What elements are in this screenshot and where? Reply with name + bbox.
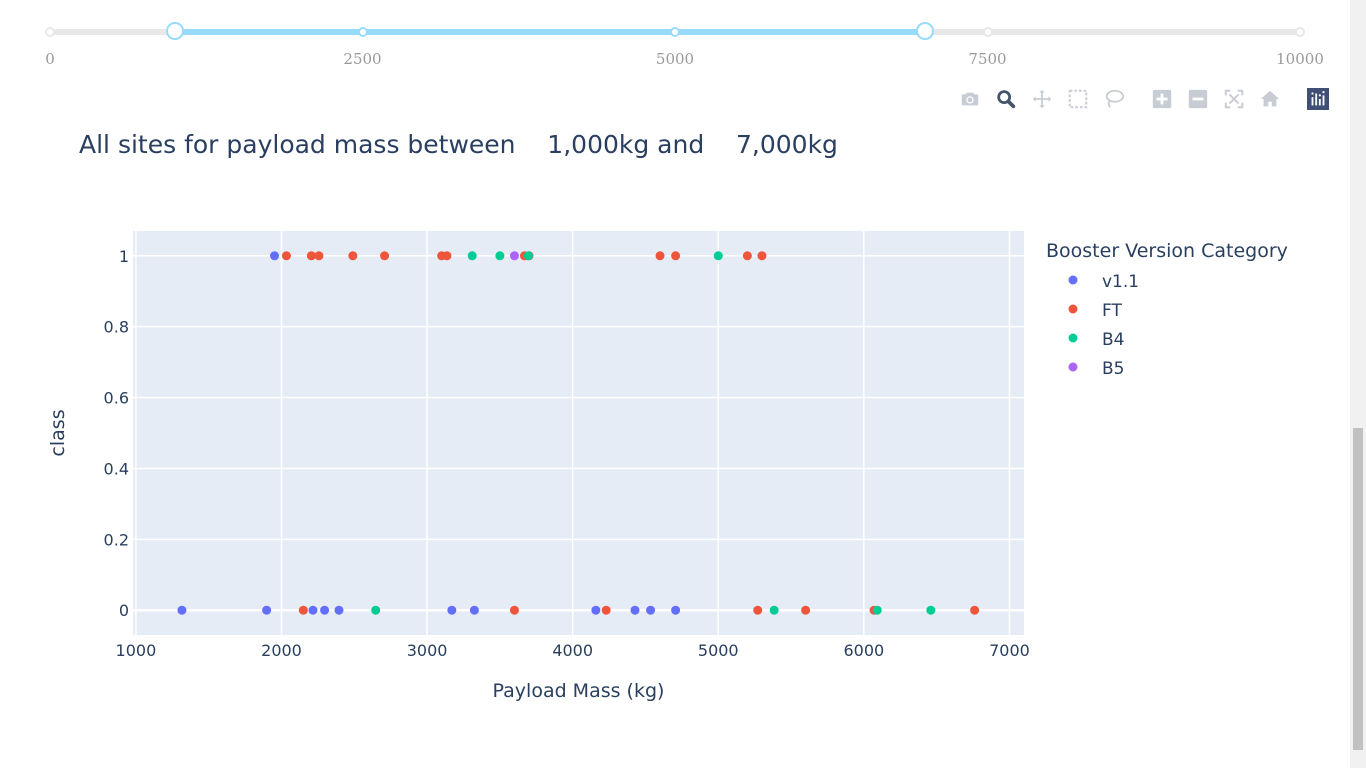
- reset-axes-icon[interactable]: [1256, 86, 1284, 112]
- zoom-icon[interactable]: [992, 86, 1020, 112]
- data-point-v1.1[interactable]: [447, 605, 457, 615]
- camera-icon[interactable]: [956, 86, 984, 112]
- data-point-B4[interactable]: [926, 605, 936, 615]
- y-tick-label: 0.6: [104, 389, 129, 408]
- slider-mark-dot[interactable]: [45, 27, 55, 37]
- data-point-FT[interactable]: [348, 251, 358, 261]
- data-point-FT[interactable]: [314, 251, 324, 261]
- data-point-FT[interactable]: [742, 251, 752, 261]
- data-point-B4[interactable]: [495, 251, 505, 261]
- legend-item-label[interactable]: B4: [1102, 330, 1124, 350]
- legend-marker[interactable]: [1068, 362, 1078, 372]
- data-point-v1.1[interactable]: [177, 605, 187, 615]
- zoom-out-icon[interactable]: [1184, 86, 1212, 112]
- x-tick-label: 5000: [698, 641, 739, 660]
- zoom-in-icon[interactable]: [1148, 86, 1176, 112]
- data-point-v1.1[interactable]: [262, 605, 272, 615]
- data-point-FT[interactable]: [442, 251, 452, 261]
- data-point-FT[interactable]: [509, 605, 519, 615]
- data-point-FT[interactable]: [298, 605, 308, 615]
- data-point-v1.1[interactable]: [320, 605, 330, 615]
- data-point-FT[interactable]: [306, 251, 316, 261]
- slider-mark-dot[interactable]: [982, 27, 993, 37]
- data-point-v1.1[interactable]: [591, 605, 601, 615]
- data-point-FT[interactable]: [281, 251, 291, 261]
- success-payload-scatter-chart[interactable]: 1000 2000 3000 4000 5000 6000 7000 0 0.2 0.4 0.6 0…: [0, 200, 1350, 740]
- slider-track[interactable]: [175, 29, 925, 35]
- x-tick-label: 6000: [843, 641, 884, 660]
- legend-marker[interactable]: [1068, 333, 1078, 343]
- x-tick-label: 7000: [989, 641, 1030, 660]
- slider-mark-dot[interactable]: [357, 27, 368, 37]
- y-tick-label: 0.8: [104, 318, 129, 337]
- lasso-select-icon[interactable]: [1100, 86, 1128, 112]
- scrollbar-thumb[interactable]: [1353, 428, 1363, 750]
- plotly-logo-icon[interactable]: [1304, 86, 1332, 112]
- data-point-v1.1[interactable]: [270, 251, 280, 261]
- data-point-v1.1[interactable]: [308, 605, 318, 615]
- data-point-B4[interactable]: [371, 605, 381, 615]
- legend-title: Booster Version Category: [1046, 240, 1288, 262]
- data-point-v1.1[interactable]: [469, 605, 479, 615]
- data-point-B4[interactable]: [523, 251, 533, 261]
- y-tick-label: 0: [119, 601, 129, 620]
- pan-icon[interactable]: [1028, 86, 1056, 112]
- data-point-v1.1[interactable]: [646, 605, 656, 615]
- slider-mark-label[interactable]: 0: [45, 50, 55, 68]
- slider-mark-label[interactable]: 5000: [655, 50, 695, 68]
- legend-item-label[interactable]: v1.1: [1102, 272, 1139, 292]
- data-point-B4[interactable]: [872, 605, 882, 615]
- page-scrollbar[interactable]: [1350, 0, 1366, 768]
- legend-item-label[interactable]: B5: [1102, 359, 1124, 379]
- data-point-FT[interactable]: [655, 251, 665, 261]
- x-tick-label: 2000: [261, 641, 302, 660]
- autoscale-icon[interactable]: [1220, 86, 1248, 112]
- data-point-v1.1[interactable]: [630, 605, 640, 615]
- plot-area[interactable]: [133, 231, 1024, 635]
- legend: Booster Version Category v1.1 FT B4 B5: [1046, 240, 1288, 379]
- payload-range-slider[interactable]: 0 2500 5000 7500 10000: [0, 0, 1350, 80]
- x-tick-label: 4000: [552, 641, 593, 660]
- data-point-FT[interactable]: [671, 251, 681, 261]
- data-point-v1.1[interactable]: [671, 605, 681, 615]
- y-axis-label: class: [47, 409, 69, 456]
- page-heading: All sites for payload mass between 1,000…: [79, 130, 838, 159]
- slider-mark-label[interactable]: 7500: [968, 50, 1007, 68]
- data-point-FT[interactable]: [757, 251, 767, 261]
- slider-handle-min[interactable]: [166, 22, 184, 40]
- y-tick-label: 0.2: [104, 530, 129, 549]
- data-point-FT[interactable]: [601, 605, 611, 615]
- data-point-B5[interactable]: [509, 251, 519, 261]
- data-point-FT[interactable]: [380, 251, 390, 261]
- data-point-B4[interactable]: [467, 251, 477, 261]
- slider-mark-label[interactable]: 2500: [343, 50, 382, 68]
- slider-mark-dot[interactable]: [670, 27, 680, 37]
- y-tick-label: 1: [119, 247, 129, 266]
- y-tick-label: 0.4: [104, 459, 129, 478]
- data-point-FT[interactable]: [753, 605, 763, 615]
- x-tick-label: 1000: [116, 641, 157, 660]
- legend-item-label[interactable]: FT: [1102, 301, 1122, 321]
- legend-marker[interactable]: [1068, 304, 1078, 314]
- slider-mark-label[interactable]: 10000: [1276, 50, 1324, 68]
- x-tick-label: 3000: [407, 641, 448, 660]
- data-point-B4[interactable]: [769, 605, 779, 615]
- data-point-v1.1[interactable]: [334, 605, 344, 615]
- box-select-icon[interactable]: [1064, 86, 1092, 112]
- data-point-FT[interactable]: [970, 605, 980, 615]
- data-point-FT[interactable]: [801, 605, 811, 615]
- plot-modebar: [948, 86, 1332, 112]
- x-axis-label: Payload Mass (kg): [493, 680, 665, 702]
- slider-handle-max[interactable]: [916, 22, 934, 40]
- data-point-B4[interactable]: [713, 251, 723, 261]
- legend-marker[interactable]: [1068, 275, 1078, 285]
- slider-mark-dot[interactable]: [1295, 27, 1305, 37]
